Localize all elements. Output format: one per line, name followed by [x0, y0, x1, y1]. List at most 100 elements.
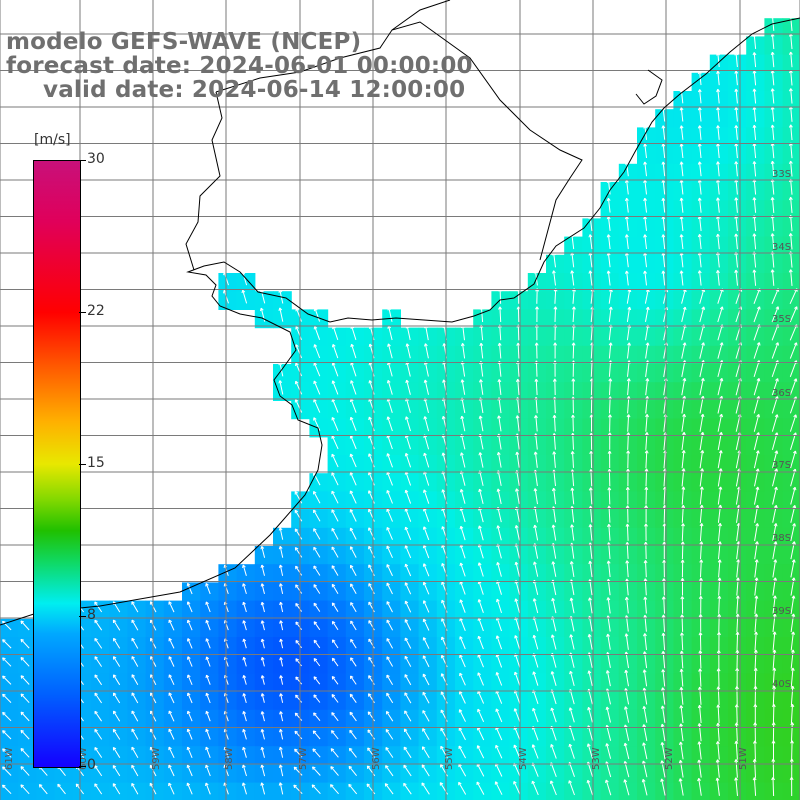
wind-arrow: [698, 668, 703, 687]
wind-arrow: [476, 745, 485, 759]
wind-arrow: [205, 619, 211, 631]
wind-arrow: [458, 727, 466, 741]
wind-arrow: [331, 694, 339, 703]
wind-arrow: [753, 722, 758, 742]
wind-arrow: [260, 601, 265, 613]
wind-arrow: [331, 583, 339, 594]
wind-arrow: [570, 524, 575, 541]
wind-arrow: [752, 758, 757, 778]
wind-arrow: [534, 415, 538, 432]
colorbar-label-30: 30: [87, 151, 105, 167]
wind-arrow: [386, 601, 393, 613]
wind-arrow: [699, 377, 705, 396]
model-title: modelo GEFS-WAVE (NCEP): [6, 29, 362, 55]
wind-arrow: [770, 197, 775, 213]
wind-arrow: [2, 711, 12, 722]
wind-arrow: [187, 638, 193, 649]
lat-label: 33S: [772, 169, 791, 180]
wind-arrow: [460, 452, 466, 468]
wind-arrow: [313, 602, 321, 612]
lon-label: 57W: [298, 747, 309, 770]
wind-arrow: [623, 779, 630, 796]
wind-arrow: [552, 414, 557, 432]
wind-arrow: [606, 234, 611, 250]
wind-arrow: [20, 784, 30, 795]
wind-arrow: [313, 528, 321, 540]
wind-arrow: [313, 694, 321, 703]
wind-arrow: [771, 758, 776, 778]
wind-arrow: [608, 342, 613, 359]
wind-arrow: [293, 784, 303, 795]
wind-arrow: [295, 326, 302, 340]
wind-arrow: [459, 690, 466, 704]
wind-arrow: [278, 380, 284, 395]
wind-arrow: [772, 450, 779, 469]
wind-arrow: [699, 523, 704, 542]
wind-arrow: [661, 161, 666, 177]
wind-arrow: [331, 730, 339, 740]
wind-arrow: [242, 620, 247, 631]
wind-arrow: [313, 380, 321, 395]
wind-arrow: [699, 306, 706, 323]
wind-arrow: [770, 233, 775, 250]
wind-arrow: [386, 453, 393, 468]
wind-arrow: [790, 740, 794, 760]
wind-arrow: [754, 613, 759, 633]
wind-arrow: [348, 747, 357, 758]
wind-arrow: [313, 584, 321, 594]
wind-arrow: [586, 743, 593, 759]
wind-arrow: [331, 472, 339, 486]
wind-arrow: [422, 563, 430, 577]
wind-arrow: [187, 692, 193, 704]
wind-arrow: [715, 759, 720, 778]
wind-arrow: [788, 196, 793, 213]
wind-arrow: [187, 656, 193, 667]
wind-arrow: [553, 342, 558, 359]
wind-arrow: [679, 161, 684, 177]
wind-arrow: [295, 639, 302, 649]
wind-arrow: [515, 415, 520, 432]
wind-arrow: [681, 486, 686, 505]
wind-arrow: [20, 638, 30, 649]
wind-arrow: [697, 234, 702, 250]
wind-arrow: [606, 597, 611, 614]
wind-arrow: [770, 124, 775, 140]
wind-arrow: [790, 577, 796, 596]
wind-arrow: [625, 487, 630, 505]
wind-arrow: [735, 668, 740, 687]
wind-arrow: [479, 379, 484, 395]
wind-arrow: [260, 782, 266, 795]
wind-arrow: [568, 780, 575, 796]
wind-arrow: [789, 414, 797, 432]
wind-arrow: [697, 704, 702, 724]
wind-arrow: [242, 746, 247, 758]
wind-arrow: [533, 524, 539, 541]
wind-arrow: [386, 564, 393, 577]
wind-arrow: [422, 691, 430, 704]
wind-arrow: [752, 88, 757, 104]
wind-arrow: [608, 306, 613, 323]
wind-arrow: [716, 52, 720, 68]
wind-arrow: [20, 729, 30, 740]
wind-arrow: [20, 693, 30, 704]
lon-label: 60W: [78, 747, 89, 770]
wind-arrow: [734, 722, 739, 742]
wind-arrow: [331, 453, 339, 468]
wind-arrow: [625, 560, 630, 578]
wind-arrow: [645, 378, 650, 396]
wind-arrow: [643, 633, 647, 650]
wind-arrow: [661, 125, 666, 140]
wind-arrow: [205, 692, 211, 704]
wind-arrow: [131, 619, 139, 631]
wind-arrow: [698, 632, 703, 651]
wind-arrow: [735, 613, 740, 633]
wind-arrow: [626, 306, 632, 322]
wind-arrow: [624, 596, 629, 614]
wind-arrow: [532, 707, 539, 723]
wind-arrow: [20, 711, 30, 722]
wind-arrow: [278, 746, 284, 758]
wind-arrow: [205, 764, 211, 777]
wind-arrow: [788, 269, 793, 286]
colorbar: [33, 160, 81, 768]
wind-arrow: [716, 233, 720, 250]
